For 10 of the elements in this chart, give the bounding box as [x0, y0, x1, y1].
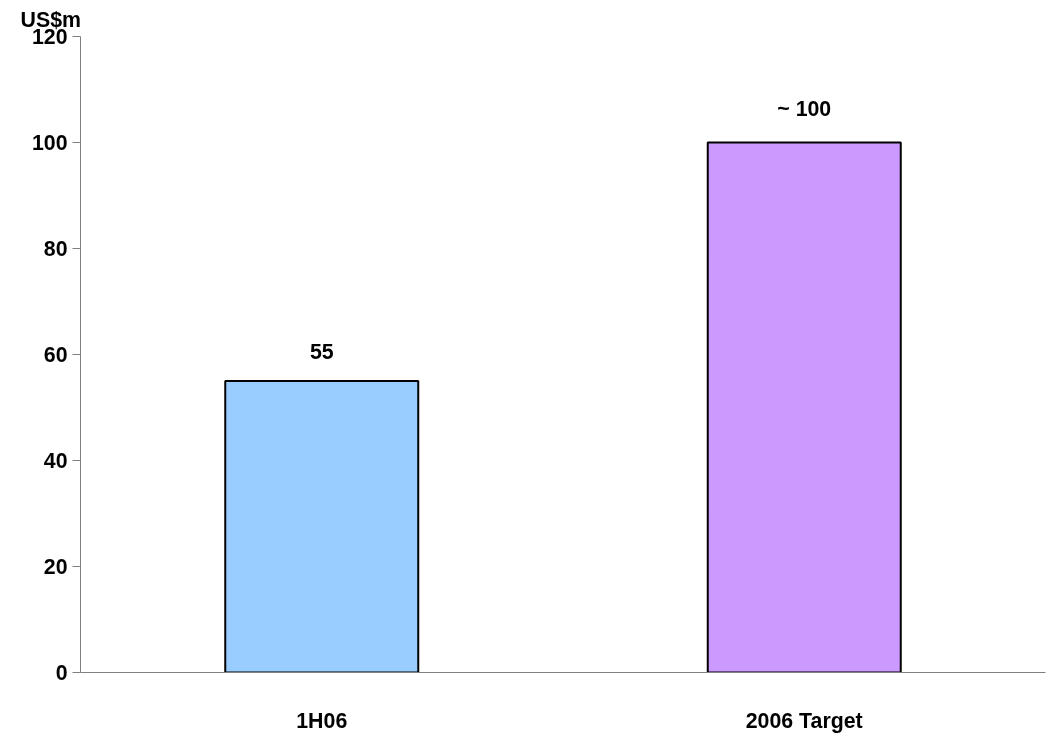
y-tick-label: 20: [43, 555, 68, 579]
x-tick-label: 2006 Target: [745, 708, 863, 733]
data-label: 55: [309, 340, 334, 364]
y-tick-label: 100: [31, 131, 68, 155]
y-tick-label: 80: [43, 237, 68, 261]
x-tick-label: 1H06: [296, 708, 348, 733]
y-tick-label: 60: [43, 343, 68, 367]
y-tick-label: 40: [43, 449, 68, 473]
y-tick-label: 0: [55, 661, 68, 685]
data-label: ~ 100: [777, 96, 832, 121]
